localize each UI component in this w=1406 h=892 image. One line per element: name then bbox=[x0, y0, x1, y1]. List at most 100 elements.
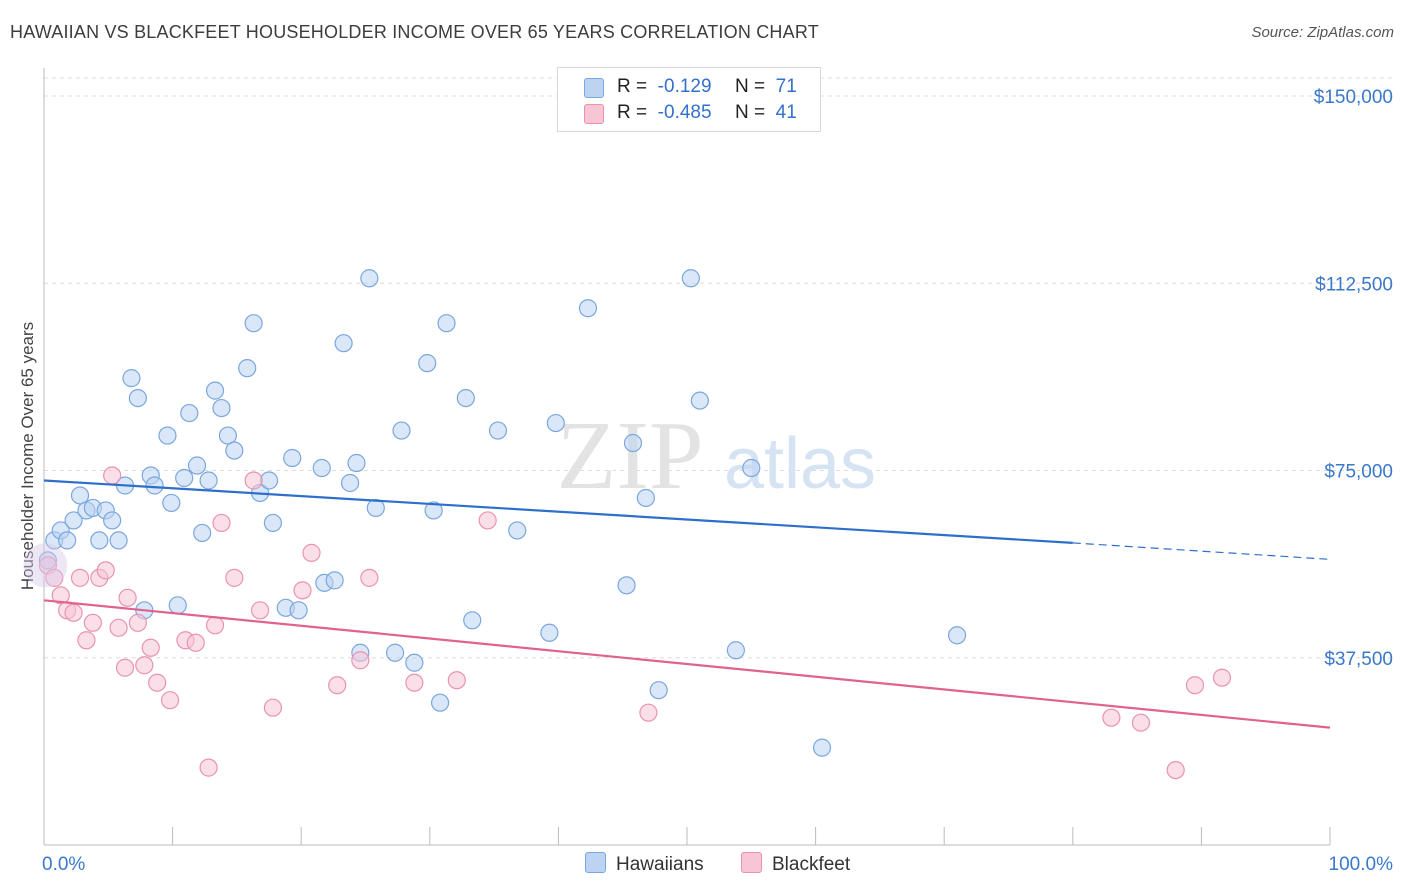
data-point-hawaiians bbox=[283, 448, 302, 468]
axes bbox=[43, 68, 1331, 846]
data-point-hawaiians bbox=[205, 381, 225, 400]
data-point-hawaiians bbox=[726, 641, 745, 660]
data-point-blackfeet bbox=[199, 758, 218, 777]
data-point-hawaiians bbox=[508, 521, 527, 540]
data-point-hawaiians bbox=[225, 441, 244, 460]
data-point-hawaiians bbox=[340, 473, 360, 493]
data-point-hawaiians bbox=[488, 421, 508, 440]
data-point-hawaiians bbox=[90, 531, 109, 550]
data-point-hawaiians bbox=[103, 511, 122, 530]
data-point-hawaiians bbox=[128, 388, 147, 408]
series-hawaiians bbox=[38, 269, 967, 757]
data-point-hawaiians bbox=[392, 421, 411, 440]
data-point-blackfeet bbox=[351, 651, 370, 670]
source-label: Source: ZipAtlas.com bbox=[1251, 24, 1394, 41]
data-point-hawaiians bbox=[263, 513, 283, 533]
data-point-blackfeet bbox=[302, 543, 321, 562]
legend-r-value: -0.129 bbox=[657, 76, 712, 97]
data-point-hawaiians bbox=[158, 426, 177, 445]
data-point-hawaiians bbox=[456, 388, 475, 408]
data-point-hawaiians bbox=[617, 576, 636, 595]
data-point-blackfeet bbox=[225, 568, 244, 587]
data-point-hawaiians bbox=[623, 433, 643, 453]
data-point-hawaiians bbox=[690, 391, 709, 410]
legend-n-value: 71 bbox=[775, 76, 797, 97]
data-point-blackfeet bbox=[141, 638, 160, 657]
legend-r-value: -0.485 bbox=[657, 102, 712, 123]
data-point-blackfeet bbox=[96, 561, 115, 580]
y-tick-label: $150,000 bbox=[1314, 87, 1393, 108]
data-point-hawaiians bbox=[681, 269, 700, 288]
legend-n-value: 41 bbox=[775, 102, 797, 123]
data-point-blackfeet bbox=[109, 618, 128, 637]
data-point-blackfeet bbox=[70, 568, 90, 587]
data-point-hawaiians bbox=[145, 476, 164, 495]
data-point-hawaiians bbox=[578, 299, 598, 318]
data-point-hawaiians bbox=[385, 643, 405, 662]
data-point-hawaiians bbox=[437, 314, 456, 333]
data-point-blackfeet bbox=[64, 603, 83, 622]
data-point-blackfeet bbox=[1212, 668, 1232, 687]
data-point-hawaiians bbox=[636, 488, 655, 508]
series-blackfeet bbox=[23, 466, 1232, 780]
data-point-hawaiians bbox=[259, 471, 279, 490]
y-tick-label: $75,000 bbox=[1324, 462, 1393, 483]
data-point-hawaiians bbox=[418, 354, 437, 373]
bottom-legend-swatch-hawaiians bbox=[585, 852, 606, 873]
data-point-blackfeet bbox=[1166, 760, 1185, 780]
data-point-blackfeet bbox=[639, 703, 658, 722]
bottom-legend-hawaiians: Hawaiians bbox=[585, 852, 704, 876]
legend-n-label: N = bbox=[734, 102, 766, 123]
data-point-blackfeet bbox=[1102, 708, 1121, 727]
data-point-blackfeet bbox=[83, 613, 102, 632]
trend-line-hawaiians bbox=[43, 479, 1073, 545]
data-point-blackfeet bbox=[186, 633, 205, 652]
data-point-hawaiians bbox=[122, 369, 141, 388]
x-tick-label-min: 0.0% bbox=[42, 854, 85, 875]
data-point-hawaiians bbox=[424, 501, 443, 520]
bottom-legend-label-blackfeet: Blackfeet bbox=[772, 854, 851, 875]
data-point-hawaiians bbox=[168, 596, 187, 615]
data-point-blackfeet bbox=[115, 658, 135, 677]
data-point-hawaiians bbox=[812, 738, 832, 757]
trend-line-blackfeet bbox=[43, 599, 1331, 729]
data-point-hawaiians bbox=[347, 453, 366, 473]
data-point-blackfeet bbox=[1185, 676, 1205, 695]
data-point-blackfeet bbox=[45, 568, 64, 587]
x-tick-labels: 0.0% 100.0% bbox=[42, 854, 1393, 875]
data-point-hawaiians bbox=[742, 458, 761, 478]
data-point-blackfeet bbox=[328, 676, 347, 695]
data-point-hawaiians bbox=[289, 601, 308, 620]
data-point-hawaiians bbox=[360, 269, 379, 288]
data-point-blackfeet bbox=[263, 698, 283, 717]
bottom-legend-label-hawaiians: Hawaiians bbox=[616, 854, 704, 875]
data-point-blackfeet bbox=[160, 691, 180, 710]
data-point-hawaiians bbox=[540, 623, 559, 642]
data-point-blackfeet bbox=[212, 513, 231, 533]
data-point-blackfeet bbox=[244, 471, 263, 490]
legend-r-label: R = bbox=[617, 76, 648, 97]
data-point-hawaiians bbox=[430, 693, 450, 712]
stats-legend: R = -0.129 N = 71 R = -0.485 N = 41 bbox=[557, 67, 821, 132]
bottom-legend-swatch-blackfeet bbox=[741, 852, 762, 873]
data-point-hawaiians bbox=[405, 653, 424, 672]
data-point-blackfeet bbox=[51, 586, 70, 605]
data-point-hawaiians bbox=[218, 426, 237, 445]
data-point-hawaiians bbox=[366, 498, 385, 518]
data-point-blackfeet bbox=[1131, 713, 1151, 732]
data-point-blackfeet bbox=[118, 588, 137, 607]
data-point-hawaiians bbox=[180, 403, 199, 423]
chart-title: HAWAIIAN VS BLACKFEET HOUSEHOLDER INCOME… bbox=[10, 22, 819, 42]
data-point-cluster bbox=[23, 543, 68, 588]
trend-line-dashed-hawaiians bbox=[1072, 542, 1331, 560]
data-point-blackfeet bbox=[128, 613, 147, 632]
watermark: ZIP atlas bbox=[557, 402, 877, 510]
y-tick-label: $37,500 bbox=[1324, 649, 1393, 670]
legend-r-label: R = bbox=[617, 102, 648, 123]
data-point-blackfeet bbox=[360, 568, 379, 587]
data-point-hawaiians bbox=[334, 334, 353, 353]
data-point-hawaiians bbox=[58, 531, 77, 550]
data-point-blackfeet bbox=[405, 673, 424, 692]
data-point-hawaiians bbox=[312, 458, 331, 478]
data-point-hawaiians bbox=[109, 531, 128, 550]
